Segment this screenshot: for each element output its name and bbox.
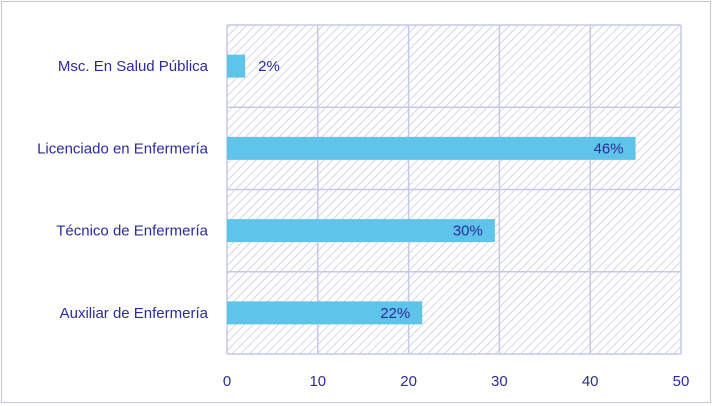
bar [227,301,423,325]
bar [227,54,246,78]
x-axis-tick-labels: 0 10 20 30 40 50 [223,373,690,390]
x-tick-label: 0 [223,373,231,390]
bars: 2% 46% 30% 22% [227,54,636,325]
gridlines [226,24,682,355]
category-label: Auxiliar de Enfermería [60,305,209,322]
x-tick-label: 50 [673,373,690,390]
bar [227,219,495,243]
category-label: Técnico de Enfermería [56,223,208,240]
data-label: 46% [594,140,624,157]
x-tick-label: 20 [400,373,417,390]
category-label: Msc. En Salud Pública [58,58,209,75]
bar [227,136,636,160]
category-labels: Msc. En Salud Pública Licenciado en Enfer… [37,58,209,322]
category-label: Licenciado en Enfermería [37,140,209,157]
data-label: 30% [453,223,483,240]
x-tick-label: 40 [582,373,599,390]
data-label: 2% [258,58,280,75]
x-tick-label: 10 [309,373,326,390]
data-label: 22% [380,305,410,322]
x-tick-label: 30 [491,373,508,390]
